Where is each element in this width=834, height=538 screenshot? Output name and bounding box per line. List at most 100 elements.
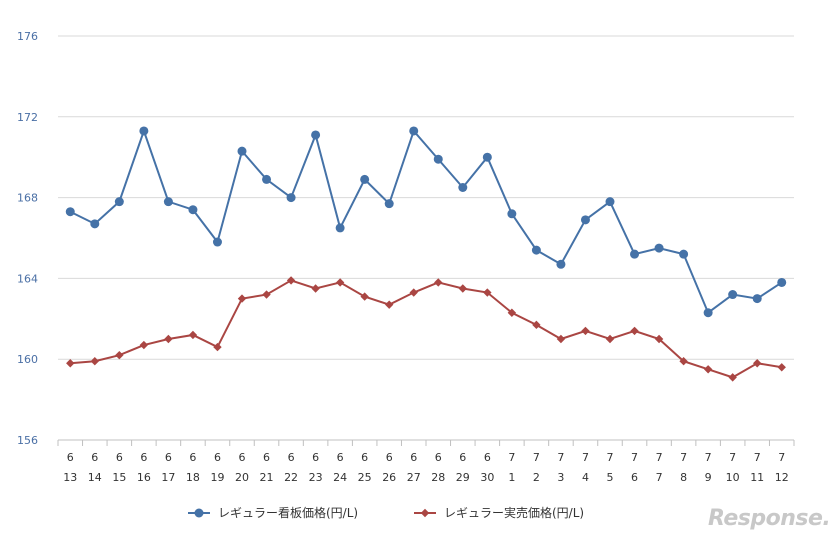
data-point [434,278,443,287]
x-tick-label-month: 7 [582,451,589,464]
data-point [458,183,468,192]
y-tick-label: 168 [17,192,38,205]
data-point [556,259,566,269]
x-tick-label-day: 12 [775,471,789,484]
x-tick-label-month: 6 [484,451,491,464]
x-tick-label-month: 6 [91,451,98,464]
x-tick-label-month: 7 [656,451,663,464]
data-point [335,278,345,287]
data-point [433,154,443,164]
x-tick-label-month: 6 [459,451,466,464]
x-tick-label-day: 22 [284,471,298,484]
data-point [384,199,394,209]
data-point [728,290,738,300]
x-tick-label-month: 6 [386,451,393,464]
x-tick-label-day: 30 [480,471,494,484]
x-tick-label-month: 6 [312,451,319,464]
data-point [188,330,198,340]
x-tick-label-month: 6 [435,451,442,464]
x-tick-label-month: 6 [263,451,270,464]
x-tick-label-day: 10 [726,471,740,484]
data-point [679,357,688,366]
x-tick-label-month: 6 [116,451,123,464]
data-point [139,126,149,136]
data-point [360,174,370,184]
data-point [605,197,615,207]
data-point [605,334,615,344]
data-point [703,308,713,318]
data-point [139,340,149,350]
x-tick-label-month: 6 [239,451,246,464]
x-tick-label-month: 6 [140,451,147,464]
data-point [654,334,664,344]
x-tick-label-day: 23 [309,471,323,484]
data-point [286,276,296,285]
x-tick-label-day: 26 [382,471,396,484]
data-point [482,152,492,162]
data-point [728,373,737,382]
data-point [114,197,124,207]
data-point [115,350,124,360]
data-point [777,363,786,372]
x-tick-label-month: 6 [410,451,417,464]
series-line-1 [70,279,782,379]
x-tick-label-month: 7 [557,451,564,464]
data-point [580,215,590,225]
data-point [483,288,492,297]
data-point [752,294,762,304]
x-tick-label-day: 18 [186,471,200,484]
data-point [360,292,369,301]
x-tick-label-day: 24 [333,471,347,484]
x-tick-label-day: 8 [680,471,687,484]
data-point [385,300,394,309]
x-tick-label-day: 1 [508,471,515,484]
data-point [163,197,173,207]
x-tick-label-day: 15 [112,471,126,484]
legend-marker [194,508,204,518]
x-tick-label-month: 6 [214,451,221,464]
data-point [630,326,639,336]
x-tick-label-month: 7 [705,451,712,464]
x-tick-label-month: 7 [680,451,687,464]
x-tick-label-day: 21 [260,471,274,484]
x-tick-label-day: 25 [358,471,372,484]
data-point [409,288,418,297]
y-tick-label: 176 [17,30,38,43]
x-tick-label-day: 5 [607,471,614,484]
data-point [90,357,99,366]
legend-label-1: レギュラー実売価格(円/L) [444,505,584,520]
data-point [507,209,517,219]
y-tick-label: 164 [17,272,38,285]
x-tick-label-day: 13 [63,471,77,484]
x-tick-label-month: 7 [778,451,785,464]
data-point [532,320,541,330]
x-tick-label-day: 11 [750,471,764,484]
data-point [335,223,345,233]
data-point [679,249,689,259]
data-point [262,290,271,299]
data-point [654,243,664,253]
data-point [409,126,419,136]
x-tick-label-day: 3 [557,471,564,484]
data-point [581,326,590,336]
data-point [286,193,296,203]
x-tick-label-day: 9 [705,471,712,484]
legend-label-0: レギュラー看板価格(円/L) [218,505,358,520]
data-point [66,359,75,368]
data-point [65,207,75,217]
data-point [237,294,247,303]
x-tick-label-day: 20 [235,471,249,484]
data-point [458,284,467,293]
legend-marker [420,508,430,518]
data-point [311,130,321,140]
x-tick-label-month: 6 [189,451,196,464]
watermark-logo: Response. [708,506,830,531]
x-tick-label-month: 6 [67,451,74,464]
gridlines [58,35,794,441]
y-axis: 156 160 164 168 172 176 [17,30,38,447]
data-point [507,308,517,317]
data-point [262,174,272,184]
x-tick-label-month: 6 [361,451,368,464]
x-tick-label-day: 29 [456,471,470,484]
